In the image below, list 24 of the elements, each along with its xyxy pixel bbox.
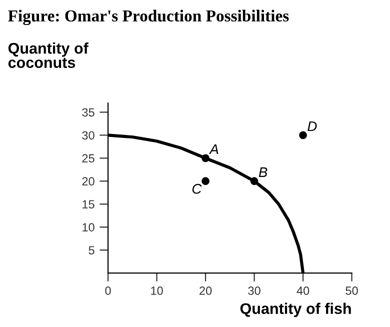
x-axis-title: Quantity of fish [240, 302, 351, 318]
y-tick-label: 25 [82, 154, 94, 163]
x-tick-label: 20 [200, 286, 212, 295]
x-tick-label: 10 [151, 286, 163, 295]
point [202, 177, 210, 186]
y-tick-label: 10 [82, 223, 94, 232]
x-tick-label: 30 [248, 286, 260, 295]
annotation: D [308, 121, 317, 132]
annotation: C [192, 184, 202, 194]
x-tick-label: 40 [296, 286, 310, 295]
x-tick-label: 0 [105, 286, 111, 295]
point [202, 154, 210, 162]
y-tick-label: 35 [82, 108, 94, 117]
y-tick-label: 20 [82, 177, 94, 186]
y-axis-title: Quantity of coconuts [8, 42, 88, 68]
annotation: B [258, 167, 268, 177]
point [299, 131, 307, 140]
annotation: A [209, 144, 218, 154]
y-tick-label: 15 [82, 200, 94, 209]
y-tick-label: 5 [88, 246, 94, 254]
point [250, 177, 258, 186]
chart-title: Figure: Omar's Production Possibilities [8, 10, 289, 26]
x-tick-label: 50 [346, 286, 358, 295]
y-tick-label: 30 [82, 131, 94, 140]
